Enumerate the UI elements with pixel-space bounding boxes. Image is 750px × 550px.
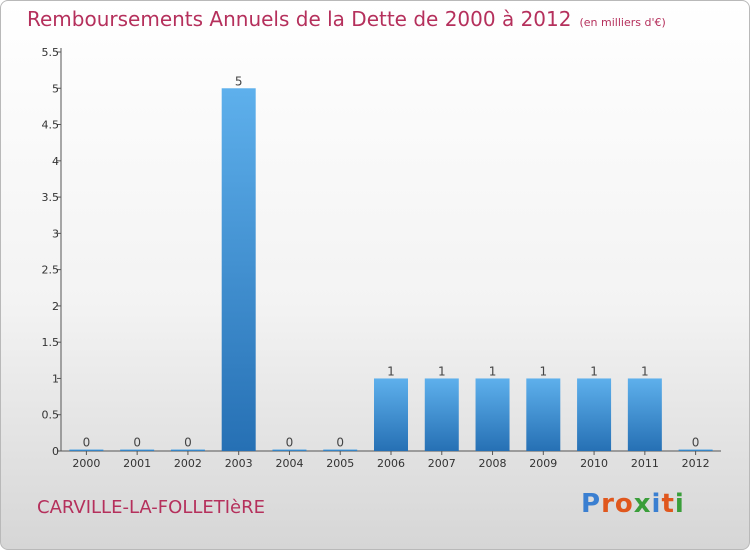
bar-2001 xyxy=(120,449,155,451)
bar-2009 xyxy=(526,378,561,451)
data-label-2010: 1 xyxy=(590,364,598,378)
bar-2000 xyxy=(69,449,104,451)
x-tick-label: 2008 xyxy=(479,457,507,470)
data-label-2005: 0 xyxy=(336,436,344,450)
data-label-2000: 0 xyxy=(83,436,91,450)
chart-title: Remboursements Annuels de la Dette de 20… xyxy=(27,7,666,31)
data-label-2001: 0 xyxy=(133,436,141,450)
y-tick-label: 4 xyxy=(52,155,59,168)
x-tick-label: 2001 xyxy=(123,457,151,470)
data-label-2008: 1 xyxy=(489,364,497,378)
y-tick-label: 2 xyxy=(52,300,59,313)
x-tick-label: 2003 xyxy=(225,457,253,470)
bar-2002 xyxy=(170,449,205,451)
y-tick-label: 0.5 xyxy=(42,409,60,422)
y-tick-label: 1 xyxy=(52,372,59,385)
x-tick-label: 2000 xyxy=(72,457,100,470)
y-tick-label: 3.5 xyxy=(42,191,60,204)
x-tick-label: 2011 xyxy=(631,457,659,470)
x-tick-label: 2002 xyxy=(174,457,202,470)
data-label-2003: 5 xyxy=(235,74,243,88)
bar-2007 xyxy=(424,378,459,451)
x-tick-label: 2007 xyxy=(428,457,456,470)
y-tick-label: 0 xyxy=(52,445,59,458)
bar-2005 xyxy=(323,449,358,451)
x-axis: 2000 2001 2002 2003 2004 2005 2006 2007 2008 2009… xyxy=(61,450,721,470)
y-tick-label: 5 xyxy=(52,82,59,95)
bars xyxy=(69,88,713,451)
data-label-2004: 0 xyxy=(286,436,294,450)
bar-2010 xyxy=(577,378,612,451)
bar-2012 xyxy=(678,449,713,451)
data-label-2007: 1 xyxy=(438,364,446,378)
data-label-2006: 1 xyxy=(387,364,395,378)
y-tick-label: 2.5 xyxy=(42,264,60,277)
bar-2006 xyxy=(374,378,408,451)
y-tick-label: 4.5 xyxy=(42,119,60,132)
data-label-2012: 0 xyxy=(692,436,700,450)
data-label-2002: 0 xyxy=(184,436,192,450)
x-tick-label: 2005 xyxy=(326,457,354,470)
chart-unit: (en milliers d'€) xyxy=(579,16,666,29)
x-tick-label: 2010 xyxy=(580,457,608,470)
x-tick-label: 2012 xyxy=(682,457,710,470)
bar-2004 xyxy=(272,449,307,451)
x-tick-label: 2009 xyxy=(529,457,557,470)
y-axis: 0 0.5 1 1.5 2 2.5 3 3.5 4 4.5 5 5.5 xyxy=(42,46,62,458)
y-tick-label: 1.5 xyxy=(42,336,60,349)
proxiti-logo[interactable]: Proxiti xyxy=(581,489,685,519)
bar-2008 xyxy=(475,378,510,451)
y-tick-label: 3 xyxy=(52,227,59,240)
data-label-2009: 1 xyxy=(539,364,547,378)
bar-2003 xyxy=(221,88,256,451)
x-tick-label: 2006 xyxy=(377,457,405,470)
y-tick-label: 5.5 xyxy=(42,46,60,59)
x-tick-label: 2004 xyxy=(275,457,303,470)
commune-name: CARVILLE-LA-FOLLETIèRE xyxy=(37,497,266,518)
data-labels: 0 0 0 5 0 0 1 1 1 1 1 1 0 xyxy=(83,74,700,449)
data-label-2011: 1 xyxy=(641,364,649,378)
chart-title-text: Remboursements Annuels de la Dette de 20… xyxy=(27,7,572,31)
bar-2011 xyxy=(627,378,662,451)
